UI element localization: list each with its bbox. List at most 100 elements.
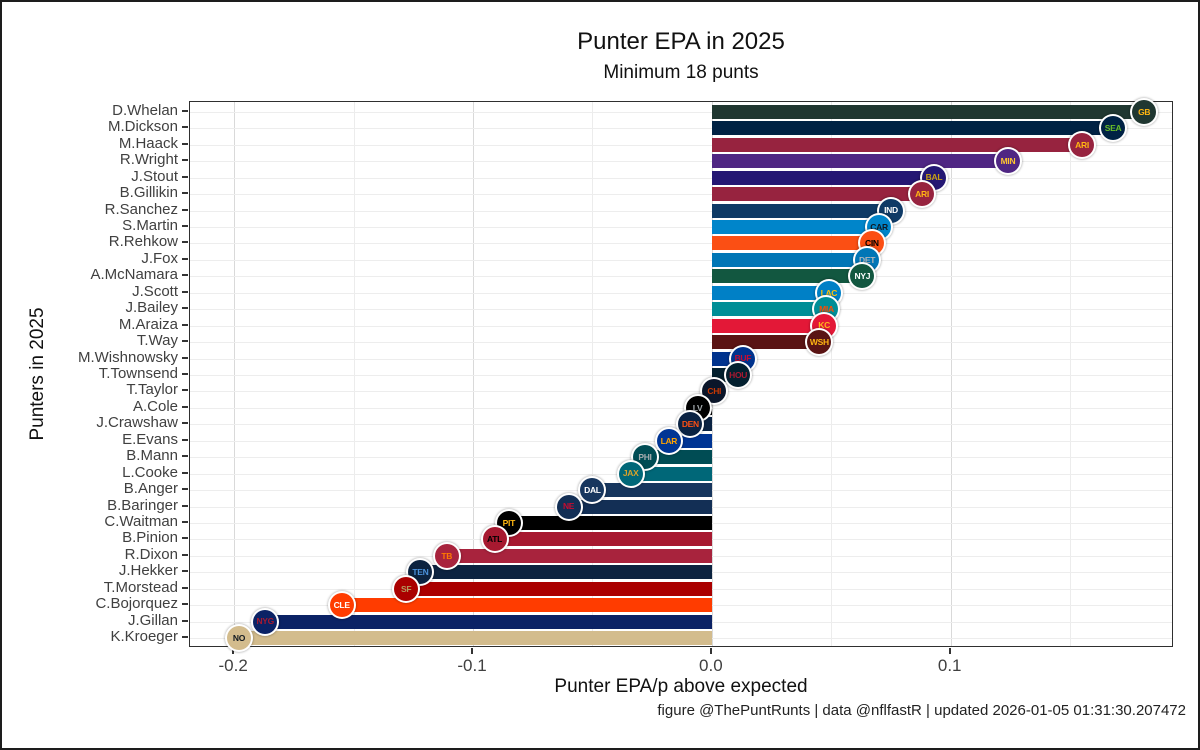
punter-label: A.McNamara xyxy=(90,266,178,284)
epa-bar-sea xyxy=(711,121,1114,136)
x-major-gridline xyxy=(950,102,952,646)
ari-logo-icon: ARI xyxy=(910,182,935,207)
team-abbr-label: KC xyxy=(818,320,830,331)
punter-label: J.Fox xyxy=(141,249,178,267)
team-abbr-label: TEN xyxy=(412,567,429,578)
punter-label: T.Way xyxy=(136,332,178,350)
team-abbr-label: DAL xyxy=(584,484,601,495)
punter-label: R.Rehkow xyxy=(108,233,178,251)
x-minor-gridline xyxy=(1070,102,1072,646)
nyj-logo-icon: NYJ xyxy=(850,264,875,289)
punter-label: D.Whelan xyxy=(112,101,178,119)
lar-logo-icon: LAR xyxy=(656,428,681,453)
y-tick-mark xyxy=(182,570,188,573)
y-gridline xyxy=(190,210,1172,212)
y-tick-mark xyxy=(182,323,188,326)
punter-label: J.Stout xyxy=(131,167,178,185)
punter-label: B.Gillikin xyxy=(119,184,178,202)
punter-label: R.Wright xyxy=(119,151,178,169)
tb-logo-icon: TB xyxy=(434,543,459,568)
team-abbr-label: LAC xyxy=(820,287,838,298)
epa-bar-cin xyxy=(711,236,872,251)
team-abbr-label: ARI xyxy=(915,188,929,199)
epa-bar-min xyxy=(711,154,1008,169)
y-gridline xyxy=(190,325,1172,327)
team-abbr-label: CLE xyxy=(333,599,350,610)
team-abbr-label: TB xyxy=(441,550,453,561)
atl-logo-icon: ATL xyxy=(482,527,507,552)
punter-label: B.Mann xyxy=(126,447,178,465)
gb-logo-icon: GB xyxy=(1132,99,1157,124)
sf-logo-icon: SF xyxy=(394,576,419,601)
punter-label: J.Bailey xyxy=(125,299,178,317)
y-gridline xyxy=(190,243,1172,245)
y-tick-mark xyxy=(182,274,188,277)
epa-bar-dal xyxy=(592,483,712,498)
y-tick-mark xyxy=(182,405,188,408)
chart-caption: figure @ThePuntRunts | data @nflfastR | … xyxy=(657,702,1186,719)
team-abbr-label: PIT xyxy=(502,517,516,528)
y-tick-mark xyxy=(182,471,188,474)
y-gridline xyxy=(190,194,1172,196)
y-tick-mark xyxy=(182,159,188,162)
x-tick-mark xyxy=(948,648,951,654)
y-tick-mark xyxy=(182,389,188,392)
y-gridline xyxy=(190,226,1172,228)
team-abbr-label: CHI xyxy=(707,386,722,397)
den-logo-icon: DEN xyxy=(678,412,703,437)
jax-logo-icon: JAX xyxy=(618,461,643,486)
chart-title: Punter EPA in 2025 xyxy=(577,28,785,55)
x-tick-mark xyxy=(471,648,474,654)
team-abbr-label: HOU xyxy=(729,369,748,380)
team-abbr-label: DEN xyxy=(681,419,699,430)
epa-bar-cle xyxy=(341,598,712,613)
y-tick-mark xyxy=(182,224,188,227)
punter-label: K.Kroeger xyxy=(110,628,178,646)
team-abbr-label: LV xyxy=(692,402,703,413)
epa-bar-ari xyxy=(711,137,1083,152)
x-minor-gridline xyxy=(353,102,355,646)
sea-logo-icon: SEA xyxy=(1101,116,1126,141)
y-tick-mark xyxy=(182,208,188,211)
x-axis-title: Punter EPA/p above expected xyxy=(554,676,808,697)
punter-label: E.Evans xyxy=(122,430,178,448)
y-tick-mark xyxy=(182,553,188,556)
y-tick-mark xyxy=(182,488,188,491)
x-tick-mark xyxy=(232,648,235,654)
y-gridline xyxy=(190,128,1172,130)
y-tick-mark xyxy=(182,290,188,293)
y-tick-mark xyxy=(182,586,188,589)
x-major-gridline xyxy=(473,102,475,646)
epa-bar-no xyxy=(238,631,712,646)
y-tick-mark xyxy=(182,521,188,523)
x-tick-label: -0.1 xyxy=(457,656,487,675)
epa-bar-gb xyxy=(711,104,1145,119)
ne-logo-icon: NE xyxy=(556,494,581,519)
y-gridline xyxy=(190,161,1172,163)
y-tick-mark xyxy=(182,192,188,195)
y-tick-mark xyxy=(182,373,188,375)
team-abbr-label: JAX xyxy=(622,468,639,479)
x-minor-gridline xyxy=(592,102,594,646)
epa-bar-ind xyxy=(711,203,891,218)
ari-logo-icon: ARI xyxy=(1070,132,1095,157)
punter-label: M.Dickson xyxy=(107,118,178,136)
punter-label: T.Morstead xyxy=(103,578,178,596)
y-gridline xyxy=(190,358,1172,360)
team-abbr-label: SF xyxy=(401,583,412,594)
y-gridline xyxy=(190,391,1172,393)
epa-bar-lac xyxy=(711,285,829,300)
team-abbr-label: ARI xyxy=(1075,139,1089,150)
punter-label: J.Scott xyxy=(132,282,178,300)
epa-bar-tb xyxy=(446,548,712,563)
epa-bar-sf xyxy=(406,581,712,596)
team-abbr-label: MIA xyxy=(819,303,834,314)
y-tick-mark xyxy=(182,126,188,129)
cle-logo-icon: CLE xyxy=(329,593,354,618)
punter-label: A.Cole xyxy=(132,397,178,415)
y-tick-mark xyxy=(182,257,188,260)
punter-label: L.Cooke xyxy=(122,463,178,481)
epa-bar-car xyxy=(711,219,880,234)
y-tick-mark xyxy=(182,241,188,244)
team-abbr-label: ATL xyxy=(487,534,502,545)
